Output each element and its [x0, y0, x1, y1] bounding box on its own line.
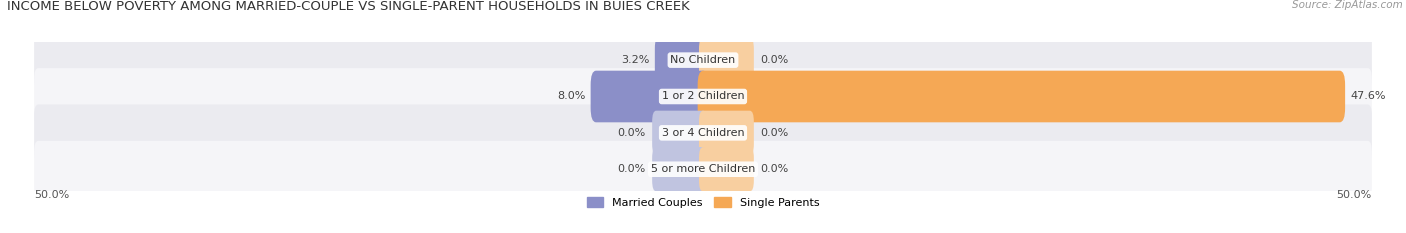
Text: 0.0%: 0.0% — [761, 128, 789, 138]
Text: 47.6%: 47.6% — [1351, 92, 1386, 102]
FancyBboxPatch shape — [591, 71, 709, 122]
Text: No Children: No Children — [671, 55, 735, 65]
Text: 50.0%: 50.0% — [1337, 190, 1372, 200]
Text: 50.0%: 50.0% — [34, 190, 69, 200]
FancyBboxPatch shape — [34, 68, 1372, 125]
FancyBboxPatch shape — [699, 111, 754, 155]
FancyBboxPatch shape — [697, 71, 1346, 122]
FancyBboxPatch shape — [699, 147, 754, 192]
Text: 8.0%: 8.0% — [557, 92, 585, 102]
FancyBboxPatch shape — [34, 104, 1372, 161]
FancyBboxPatch shape — [34, 141, 1372, 198]
Legend: Married Couples, Single Parents: Married Couples, Single Parents — [582, 193, 824, 212]
Text: 0.0%: 0.0% — [617, 164, 645, 174]
FancyBboxPatch shape — [652, 111, 707, 155]
FancyBboxPatch shape — [699, 38, 754, 82]
Text: INCOME BELOW POVERTY AMONG MARRIED-COUPLE VS SINGLE-PARENT HOUSEHOLDS IN BUIES C: INCOME BELOW POVERTY AMONG MARRIED-COUPL… — [7, 0, 690, 13]
Text: 1 or 2 Children: 1 or 2 Children — [662, 92, 744, 102]
FancyBboxPatch shape — [655, 34, 709, 86]
Text: 0.0%: 0.0% — [617, 128, 645, 138]
FancyBboxPatch shape — [34, 32, 1372, 89]
FancyBboxPatch shape — [652, 147, 707, 192]
Text: 0.0%: 0.0% — [761, 164, 789, 174]
Text: 5 or more Children: 5 or more Children — [651, 164, 755, 174]
Text: 3 or 4 Children: 3 or 4 Children — [662, 128, 744, 138]
Text: 0.0%: 0.0% — [761, 55, 789, 65]
Text: Source: ZipAtlas.com: Source: ZipAtlas.com — [1292, 0, 1403, 10]
Text: 3.2%: 3.2% — [621, 55, 650, 65]
